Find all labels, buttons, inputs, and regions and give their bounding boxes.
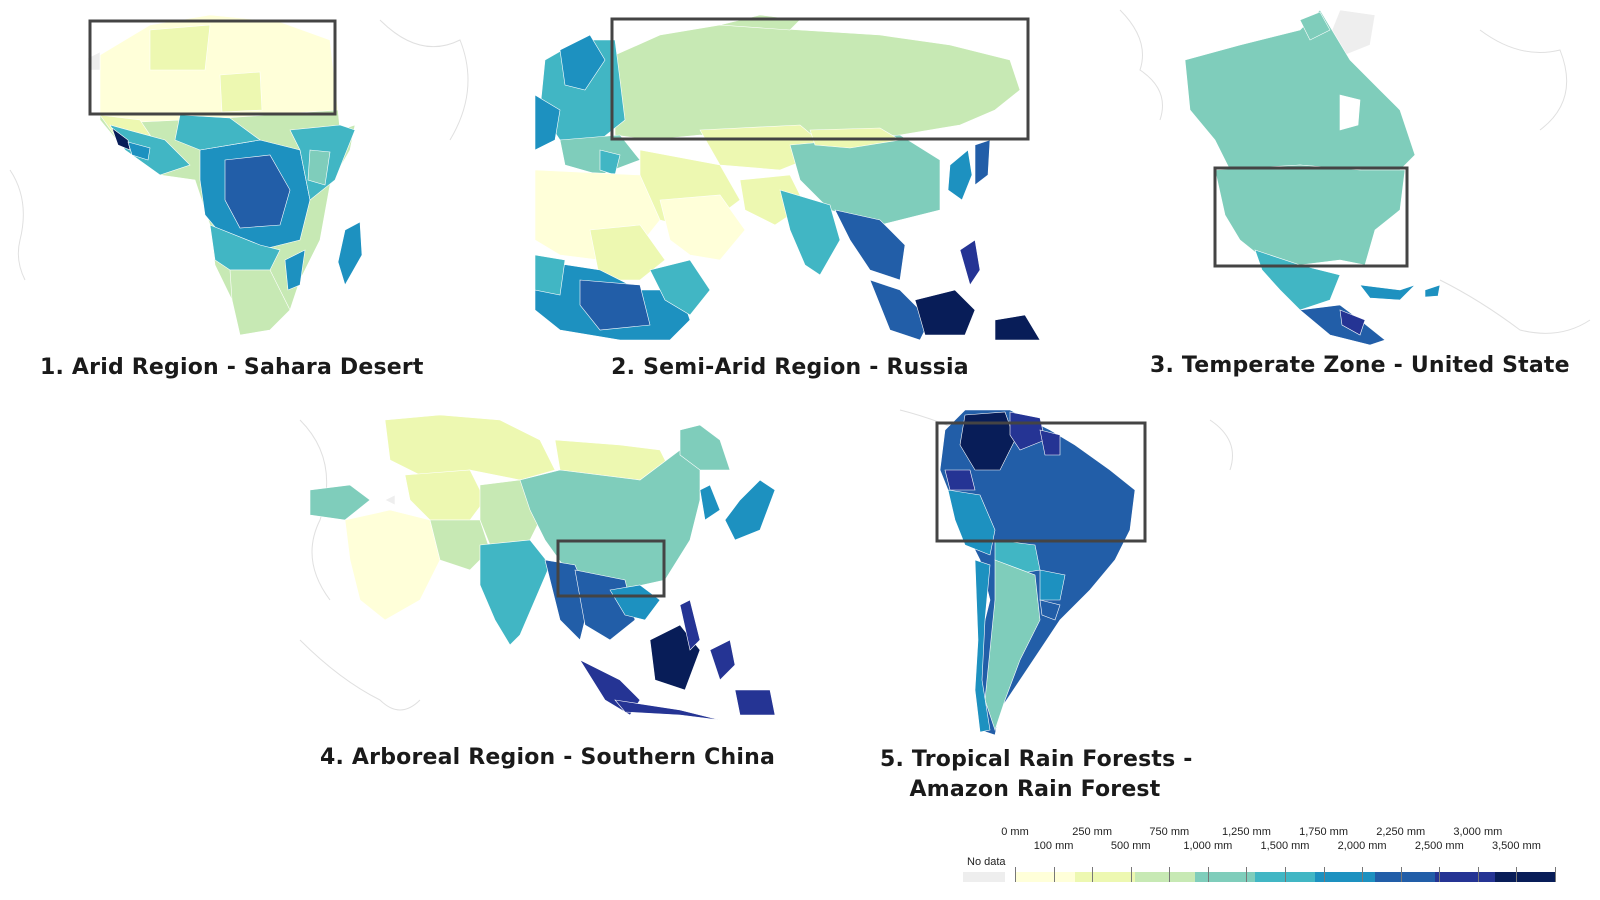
highlight-box-southern-china <box>556 539 666 598</box>
highlight-box-sahara <box>88 19 337 116</box>
highlight-box-united-states <box>1213 166 1409 268</box>
legend-swatch <box>1435 872 1495 882</box>
map-south-america <box>939 409 1136 736</box>
legend-swatch <box>1075 872 1135 882</box>
caption-panel-2: 2. Semi-Arid Region - Russia <box>600 353 980 383</box>
legend-tick <box>1477 867 1479 882</box>
legend-tick <box>1555 867 1556 882</box>
legend-swatch <box>1195 872 1255 882</box>
legend-bottom-label: 1,000 mm <box>1183 840 1233 852</box>
legend-top-label: 3,000 mm <box>1453 826 1503 838</box>
legend-swatch <box>1495 872 1555 882</box>
legend-tick <box>1169 867 1171 882</box>
caption-line: Amazon Rain Forest <box>909 777 1161 802</box>
legend-tick <box>1207 867 1209 882</box>
legend-tick <box>1015 867 1016 882</box>
legend-top-label: 0 mm <box>1001 826 1029 838</box>
legend-tick <box>1285 867 1286 882</box>
caption-panel-5: 5. Tropical Rain Forests - Amazon Rain F… <box>880 745 1193 805</box>
legend-swatch <box>1015 872 1075 882</box>
legend-bottom-label: 2,500 mm <box>1414 840 1464 852</box>
legend-top-label: 1,750 mm <box>1299 826 1349 838</box>
legend-no-data-swatch <box>963 872 1005 882</box>
precipitation-legend: No data 0 mm 250 mm 750 mm 1,250 mm 1,750 mm… <box>963 826 1565 890</box>
caption-line: 1. Arid Region - Sahara Desert <box>40 355 424 380</box>
legend-swatch <box>1135 872 1195 882</box>
legend-swatch <box>1375 872 1435 882</box>
legend-tick <box>1053 867 1055 882</box>
legend-bottom-label: 3,500 mm <box>1491 840 1541 852</box>
legend-no-data-label: No data <box>967 856 1006 868</box>
background-outlines <box>9 9 1591 711</box>
caption-line: 3. Temperate Zone - United State <box>1150 353 1570 378</box>
map-eurasia <box>534 14 1041 341</box>
legend-bottom-label: 100 mm <box>1033 840 1074 852</box>
map-africa <box>87 14 363 336</box>
caption-panel-1: 1. Arid Region - Sahara Desert <box>40 353 424 383</box>
caption-line: 5. Tropical Rain Forests - <box>880 747 1193 772</box>
legend-tick <box>1323 867 1325 882</box>
legend-top-label: 2,250 mm <box>1376 826 1426 838</box>
legend-top-label: 1,250 mm <box>1221 826 1271 838</box>
legend-bottom-label: 500 mm <box>1110 840 1151 852</box>
legend-tick <box>1092 867 1094 882</box>
legend-tick <box>1400 867 1402 882</box>
legend-tick <box>1130 867 1132 882</box>
caption-panel-4: 4. Arboreal Region - Southern China <box>320 743 776 773</box>
legend-top-label: 750 mm <box>1149 826 1190 838</box>
caption-line: 4. Arboreal Region - Southern China <box>320 745 776 770</box>
legend-swatch <box>1315 872 1375 882</box>
legend-tick <box>1516 867 1518 882</box>
legend-tick <box>1362 867 1364 882</box>
map-north-america <box>1184 9 1441 346</box>
legend-tick <box>1439 867 1441 882</box>
legend-bottom-label: 2,000 mm <box>1337 840 1387 852</box>
legend-tick <box>1246 867 1248 882</box>
legend-top-label: 250 mm <box>1072 826 1113 838</box>
map-asia <box>309 414 776 721</box>
legend-bottom-label: 1,500 mm <box>1260 840 1310 852</box>
highlight-box-russia <box>610 17 1030 141</box>
caption-line: 2. Semi-Arid Region - Russia <box>611 355 969 380</box>
caption-panel-3: 3. Temperate Zone - United State <box>1150 351 1570 381</box>
highlight-box-amazon <box>935 421 1147 543</box>
